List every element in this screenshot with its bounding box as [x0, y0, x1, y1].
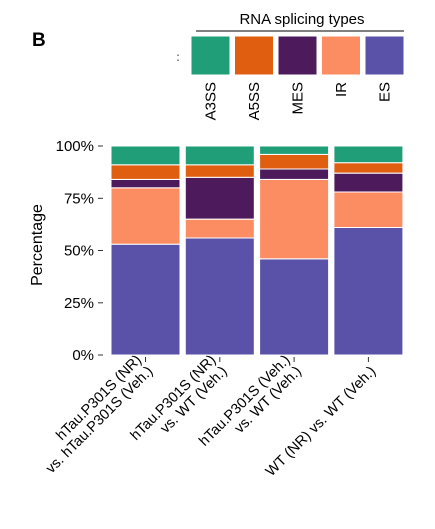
- bar-segment-mes-2: [184, 176, 255, 220]
- bar-segment-a5ss-3: [259, 153, 330, 170]
- legend-swatch-a5ss: [234, 35, 274, 76]
- x-category-label-1: hTau.P301S (NR)vs. hTau.P301S (Veh.): [32, 352, 157, 477]
- bar-segment-mes-1: [110, 178, 181, 189]
- legend-keys: A3SS A5SS MES IR ES: [190, 35, 405, 120]
- bar-segment-a3ss-3: [259, 145, 330, 155]
- legend-edge-mark: :: [176, 50, 180, 64]
- legend-swatch-a3ss: [190, 35, 231, 76]
- legend-label-a3ss: A3SS: [203, 82, 220, 120]
- legend-swatch-ir: [321, 35, 361, 76]
- bar-segment-ir-2: [184, 218, 255, 239]
- plot-bars: [110, 145, 404, 356]
- y-tick-label: 75%: [64, 190, 94, 207]
- bar-segment-ir-3: [259, 178, 330, 260]
- y-tick-label: 50%: [64, 243, 94, 260]
- bar-segment-a3ss-2: [184, 145, 255, 166]
- legend-swatch-mes: [277, 35, 318, 76]
- bar-segment-mes-3: [259, 168, 330, 180]
- y-tick-label: 0%: [72, 347, 94, 364]
- x-tick-marks: [145, 357, 369, 362]
- y-tick-marks: [98, 145, 103, 356]
- bar-segment-ir-4: [333, 191, 404, 228]
- legend-label-mes: MES: [290, 82, 307, 115]
- bar-segment-a5ss-1: [110, 164, 181, 180]
- bar-segment-a3ss-4: [333, 145, 404, 164]
- bar-segment-a3ss-1: [110, 145, 181, 166]
- y-tick-labels: 0% 25% 50% 75% 100%: [56, 138, 94, 364]
- legend-label-a5ss: A5SS: [246, 82, 263, 120]
- y-tick-label: 25%: [64, 295, 94, 312]
- y-tick-label: 100%: [56, 138, 94, 155]
- x-category-labels: hTau.P301S (NR)vs. hTau.P301S (Veh.)hTau…: [32, 352, 379, 480]
- bar-segment-a5ss-2: [184, 164, 255, 178]
- bar-segment-es-1: [110, 243, 181, 356]
- y-axis-title: Percentage: [29, 204, 46, 286]
- legend-title: RNA splicing types: [239, 11, 364, 28]
- panel-label: B: [32, 30, 46, 51]
- bar-segment-mes-4: [333, 172, 404, 193]
- y-axis: Percentage 0% 25% 50% 75% 100%: [29, 138, 103, 364]
- bar-segment-a5ss-4: [333, 162, 404, 174]
- bar-segment-es-3: [259, 258, 330, 356]
- bar-segment-ir-1: [110, 187, 181, 245]
- bar-segment-es-4: [333, 227, 404, 356]
- legend-swatch-es: [364, 35, 405, 76]
- legend-label-es: ES: [377, 82, 394, 102]
- legend: RNA splicing types : A3SS A5SS MES IR ES: [176, 11, 405, 120]
- legend-label-ir: IR: [333, 82, 350, 97]
- bar-segment-es-2: [184, 237, 255, 356]
